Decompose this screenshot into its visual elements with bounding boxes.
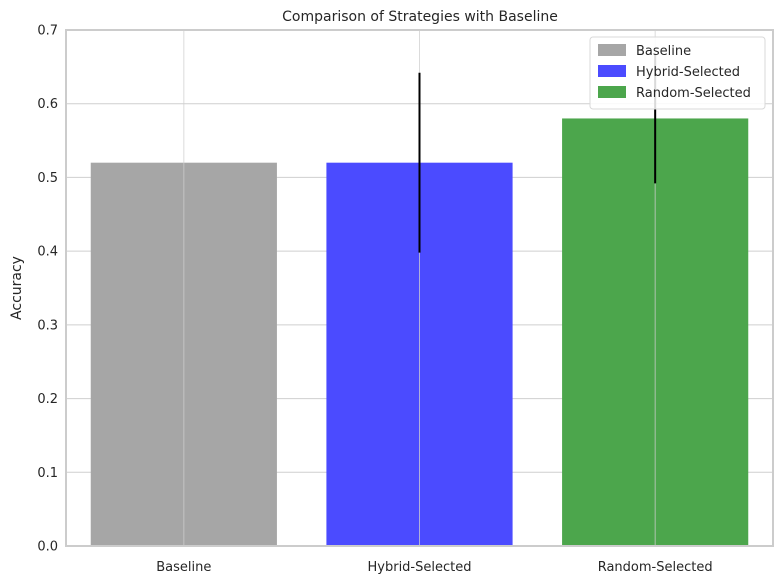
- y-tick-label: 0.3: [37, 318, 58, 333]
- legend-swatch: [598, 65, 626, 77]
- y-tick-labels: 0.0 0.1 0.2 0.3 0.4 0.5 0.6 0.7: [37, 24, 58, 555]
- plot-frame: [65, 29, 774, 547]
- legend-label: Baseline: [636, 44, 691, 59]
- y-tick-label: 0.6: [37, 97, 58, 112]
- x-tick-label: Hybrid-Selected: [368, 560, 472, 575]
- x-tick-label: Baseline: [156, 560, 211, 575]
- x-tick-label: Random-Selected: [598, 560, 713, 575]
- legend: Baseline Hybrid-Selected Random-Selected: [589, 36, 766, 110]
- legend-label: Hybrid-Selected: [636, 65, 740, 80]
- y-tick-label: 0.7: [37, 24, 58, 39]
- y-tick-label: 0.1: [37, 466, 58, 481]
- legend-swatch: [598, 86, 626, 98]
- y-tick-label: 0.5: [37, 171, 58, 186]
- legend-swatch: [598, 44, 626, 56]
- y-axis-label: Accuracy: [9, 256, 25, 320]
- chart-title: Comparison of Strategies with Baseline: [282, 9, 558, 25]
- legend-label: Random-Selected: [636, 86, 751, 101]
- y-tick-label: 0.4: [37, 245, 58, 260]
- legend-box: [589, 36, 766, 110]
- plot-border: [65, 29, 774, 547]
- y-tick-label: 0.2: [37, 392, 58, 407]
- x-tick-labels: Baseline Hybrid-Selected Random-Selected: [156, 560, 712, 575]
- y-tick-label: 0.0: [37, 540, 58, 555]
